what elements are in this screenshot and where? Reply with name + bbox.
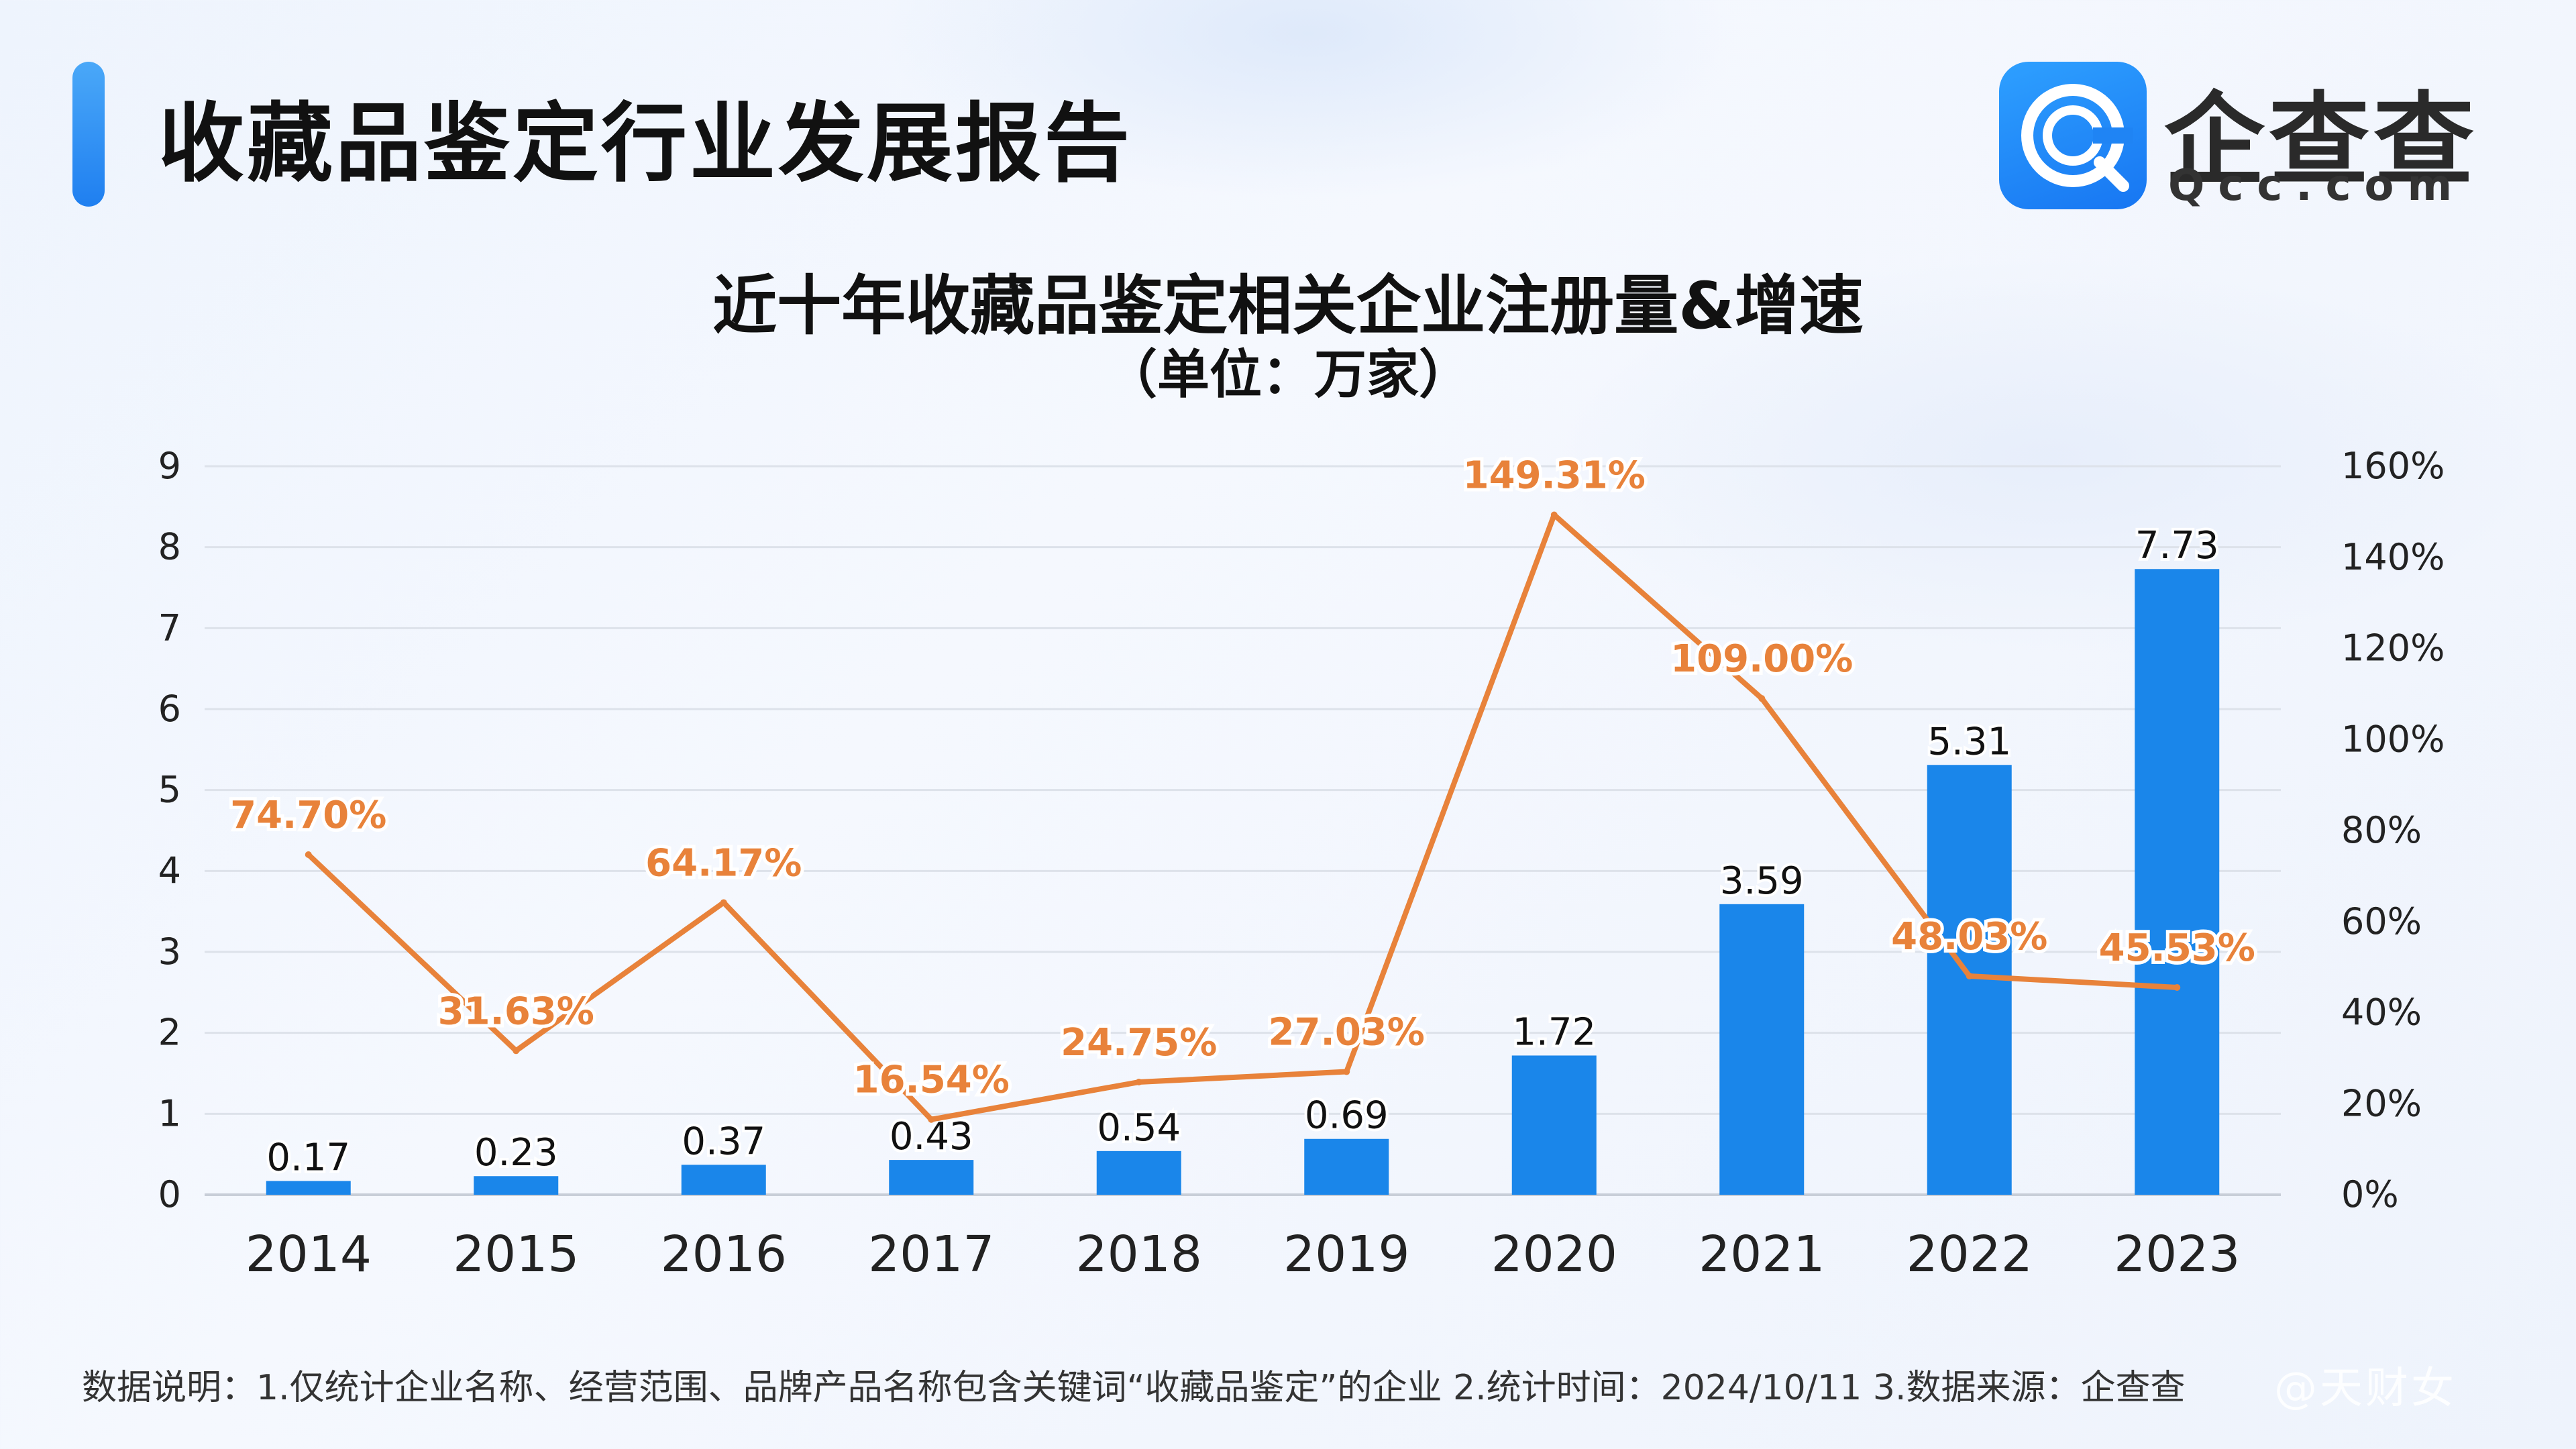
bar-data-label: 7.73 [2135,524,2219,568]
data-footnote: 数据说明：1.仅统计企业名称、经营范围、品牌产品名称包含关键词“收藏品鉴定”的企… [82,1368,2186,1408]
growth-data-label: 109.00% [1670,637,1853,681]
y-right-tick-label: 0% [2341,1173,2399,1216]
growth-point [513,1047,520,1055]
x-tick-label: 2023 [2114,1226,2240,1283]
bar-data-label: 3.59 [1720,859,1804,903]
bar [681,1165,766,1195]
growth-data-label: 74.70% [230,794,386,837]
growth-data-label: 24.75% [1061,1021,1217,1065]
growth-line [307,512,2178,1122]
bar-data-label: 0.23 [474,1131,558,1175]
x-tick-label: 2016 [661,1226,787,1283]
y-right-tick-label: 60% [2341,900,2422,943]
y-right-tick-label: 120% [2341,627,2445,669]
growth-data-label: 16.54% [853,1059,1010,1102]
y-right-tick-label: 100% [2341,718,2445,760]
x-tick-label: 2021 [1699,1226,1825,1283]
bar-data-label: 5.31 [1927,720,2011,763]
y-right-tick-label: 140% [2341,536,2445,578]
growth-data-label: 31.63% [438,989,594,1033]
growth-point [1135,1079,1142,1086]
growth-point [2174,983,2181,991]
y-left-tick-label: 1 [158,1092,181,1134]
growth-point [1550,511,1558,519]
growth-data-label: 64.17% [645,841,802,885]
growth-point [1758,695,1766,702]
bar [889,1160,974,1195]
y-right-tick-label: 80% [2341,809,2422,851]
growth-point [1966,972,1973,979]
bar-data-label: 0.69 [1305,1094,1389,1138]
watermark: @天财女 [2274,1364,2457,1413]
y-left-tick-label: 6 [158,688,181,730]
growth-point [928,1116,935,1123]
growth-data-label: 45.53% [2099,926,2255,970]
x-tick-label: 2022 [1907,1226,2033,1283]
growth-point [305,851,312,858]
bar-data-label: 0.17 [266,1136,350,1179]
bar-data-label: 0.37 [682,1120,765,1163]
x-tick-label: 2019 [1283,1226,1409,1283]
x-tick-label: 2014 [246,1226,372,1283]
bar [1304,1138,1389,1195]
y-right-tick-label: 40% [2341,991,2422,1034]
logo-brand-text: 企查查 [2164,83,2479,199]
y-left-tick-label: 2 [158,1012,181,1054]
growth-data-label: 27.03% [1269,1011,1425,1055]
bar [2135,569,2220,1195]
growth-point [720,899,727,906]
logo-domain-text: Qcc.com [2168,161,2466,211]
title-accent-bar [72,62,105,207]
y-right-tick-label: 160% [2341,445,2445,487]
bar [1719,904,1805,1195]
chart-subtitle: （单位：万家） [1104,345,1471,405]
bar-data-label: 1.72 [1512,1010,1596,1054]
y-left-tick-label: 3 [158,930,181,973]
bar [474,1176,559,1195]
y-left-tick-label: 7 [158,606,181,649]
growth-data-label: 149.31% [1463,454,1646,498]
qcc-logo-icon [1999,62,2147,209]
y-left-tick-label: 0 [158,1173,181,1216]
x-tick-label: 2020 [1491,1226,1617,1283]
y-left-tick-label: 4 [158,849,181,892]
bar [1511,1055,1597,1195]
x-tick-label: 2018 [1076,1226,1202,1283]
x-tick-label: 2015 [453,1226,579,1283]
bar [1096,1150,1181,1195]
y-left-tick-label: 8 [158,526,181,568]
report-title: 收藏品鉴定行业发展报告 [158,94,1133,194]
background-blob [1543,255,2549,657]
bar-data-label: 0.54 [1097,1106,1181,1150]
y-left-tick-label: 5 [158,769,181,811]
x-tick-label: 2017 [868,1226,994,1283]
bar [266,1181,351,1195]
chart-title: 近十年收藏品鉴定相关企业注册量&增速 [712,268,1864,343]
growth-data-label: 48.03% [1891,915,2047,959]
y-right-tick-label: 20% [2341,1082,2422,1124]
y-left-tick-label: 9 [158,445,181,487]
growth-point [1343,1068,1350,1075]
qcc-logo: 企查查 Qcc.com [1999,62,2576,216]
